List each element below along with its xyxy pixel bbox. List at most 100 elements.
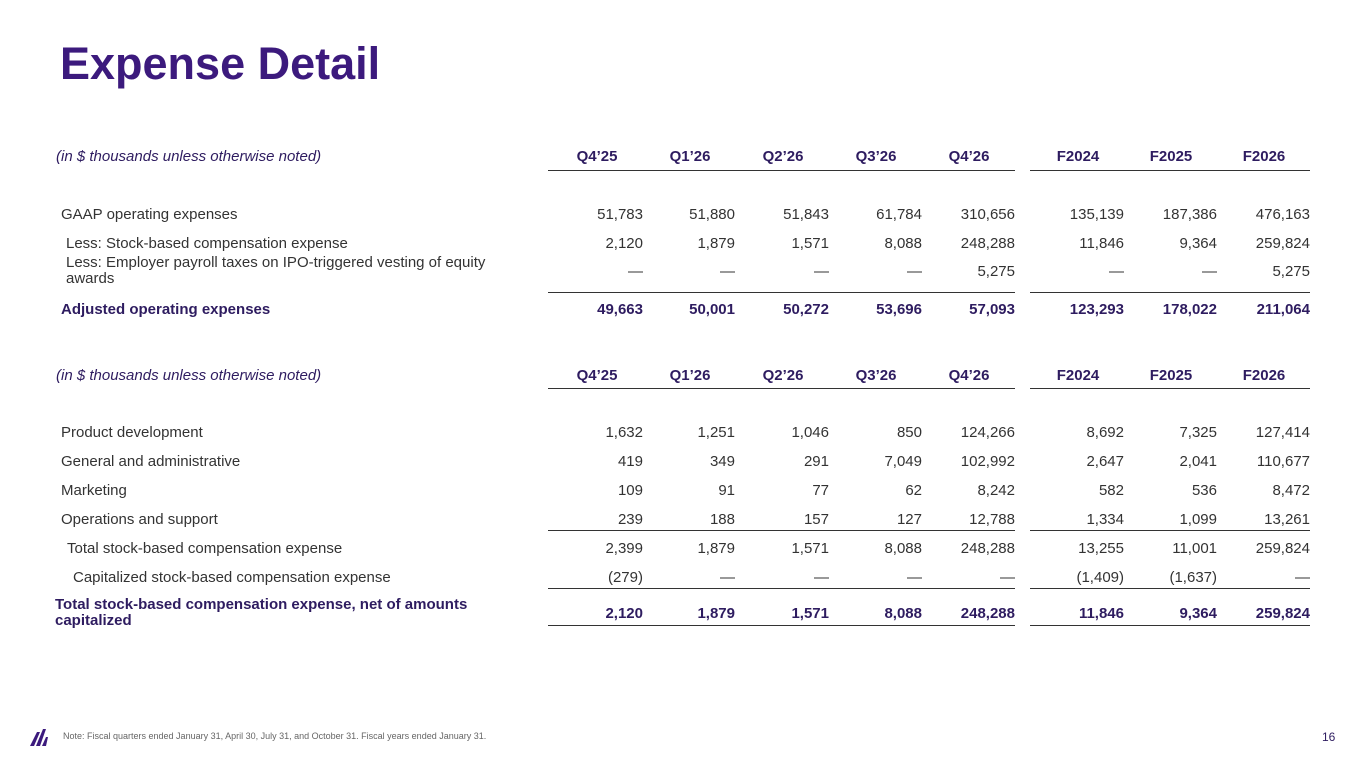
cell: (1,409) (1076, 569, 1124, 586)
cell: 102,992 (960, 453, 1015, 470)
header-cell: (in $ thousands unless otherwise noted) (56, 367, 322, 384)
page-number: 16 (1322, 730, 1336, 744)
header-cell: F2024 (1056, 367, 1100, 384)
cell: 8,088 (884, 540, 922, 557)
header-cell: Q4’26 (948, 148, 990, 165)
cell: 11,001 (1172, 540, 1217, 557)
cell: 211,064 (1256, 301, 1310, 318)
cell: 110,677 (1256, 453, 1310, 470)
rule (1030, 388, 1310, 389)
cell: — (814, 263, 829, 280)
header-cell: Q1’26 (669, 367, 711, 384)
cell: — (1109, 263, 1124, 280)
cell: 57,093 (969, 301, 1015, 318)
cell: 1,571 (791, 605, 829, 622)
cell: 419 (617, 453, 643, 470)
header-cell: F2025 (1149, 148, 1193, 165)
cell: 53,696 (876, 301, 922, 318)
cell: 178,022 (1162, 301, 1217, 318)
cell: — (720, 569, 735, 586)
cell: 127,414 (1255, 424, 1310, 441)
cell: 1,251 (697, 424, 735, 441)
cell: 850 (896, 424, 922, 441)
row-label: Total stock-based compensation expense (67, 540, 343, 557)
cell: — (720, 263, 735, 280)
rule (548, 170, 1015, 171)
cell: 12,788 (969, 511, 1015, 528)
cell: (279) (607, 569, 643, 586)
slide-title: Expense Detail (60, 38, 381, 89)
cell: (1,637) (1169, 569, 1217, 586)
header-cell: F2024 (1056, 148, 1100, 165)
cell: — (907, 263, 922, 280)
row-label: Capitalized stock-based compensation exp… (73, 569, 391, 586)
cell: 188 (709, 511, 735, 528)
cell: 8,088 (884, 235, 922, 252)
header-cell: Q4’25 (576, 148, 618, 165)
rule (1030, 588, 1310, 589)
cell: — (1000, 569, 1015, 586)
cell: 127 (896, 511, 922, 528)
cell: 51,843 (783, 206, 829, 223)
cell: 2,647 (1086, 453, 1124, 470)
cell: 8,692 (1086, 424, 1124, 441)
cell: 1,879 (697, 235, 735, 252)
cell: 248,288 (960, 605, 1015, 622)
cell: 1,099 (1179, 511, 1217, 528)
cell: 1,879 (697, 540, 735, 557)
cell: — (907, 569, 922, 586)
cell: 13,261 (1264, 511, 1310, 528)
cell: 5,275 (1272, 263, 1310, 280)
header-cell: Q4’25 (576, 367, 618, 384)
cell: 11,846 (1079, 235, 1124, 252)
row-label: Less: Stock-based compensation expense (66, 235, 348, 252)
cell: 8,242 (977, 482, 1015, 499)
cell: 77 (812, 482, 829, 499)
row-label: General and administrative (61, 453, 241, 470)
rule (548, 530, 1015, 531)
cell: 11,846 (1078, 605, 1124, 622)
footnote: Note: Fiscal quarters ended January 31, … (63, 731, 487, 741)
cell: 13,255 (1078, 540, 1124, 557)
header-cell: (in $ thousands unless otherwise noted) (56, 148, 322, 165)
rule (1030, 625, 1310, 626)
cell: 123,293 (1069, 301, 1124, 318)
cell: 109 (617, 482, 643, 499)
cell: 2,041 (1179, 453, 1217, 470)
rule (1030, 530, 1310, 531)
header-cell: Q3’26 (855, 148, 897, 165)
cell: 50,001 (689, 301, 735, 318)
cell: 536 (1191, 482, 1217, 499)
cell: — (1202, 263, 1217, 280)
cell: 1,632 (605, 424, 643, 441)
row-label: Adjusted operating expenses (61, 301, 271, 318)
header-cell: Q2’26 (762, 367, 804, 384)
cell: 259,824 (1255, 605, 1310, 622)
cell: 50,272 (783, 301, 829, 318)
row-label: Marketing (61, 482, 127, 499)
header-cell: Q1’26 (669, 148, 711, 165)
cell: 1,046 (791, 424, 829, 441)
cell: 8,088 (884, 605, 922, 622)
cell: 2,399 (605, 540, 643, 557)
rule (1030, 292, 1310, 293)
rule (548, 625, 1015, 626)
cell: 7,049 (884, 453, 922, 470)
cell: 248,288 (960, 235, 1015, 252)
rule (548, 388, 1015, 389)
cell: 259,824 (1255, 235, 1310, 252)
cell: 349 (709, 453, 735, 470)
cell: — (814, 569, 829, 586)
header-cell: F2026 (1242, 148, 1286, 165)
cell: 9,364 (1179, 605, 1217, 622)
cell: 239 (617, 511, 643, 528)
cell: 135,139 (1069, 206, 1124, 223)
cell: 310,656 (960, 206, 1015, 223)
row-label: Product development (61, 424, 203, 441)
cell: 7,325 (1179, 424, 1217, 441)
cell: 124,266 (960, 424, 1015, 441)
row-label: Less: Employer payroll taxes on IPO-trig… (66, 254, 486, 287)
cell: 8,472 (1272, 482, 1310, 499)
cell: 248,288 (960, 540, 1015, 557)
